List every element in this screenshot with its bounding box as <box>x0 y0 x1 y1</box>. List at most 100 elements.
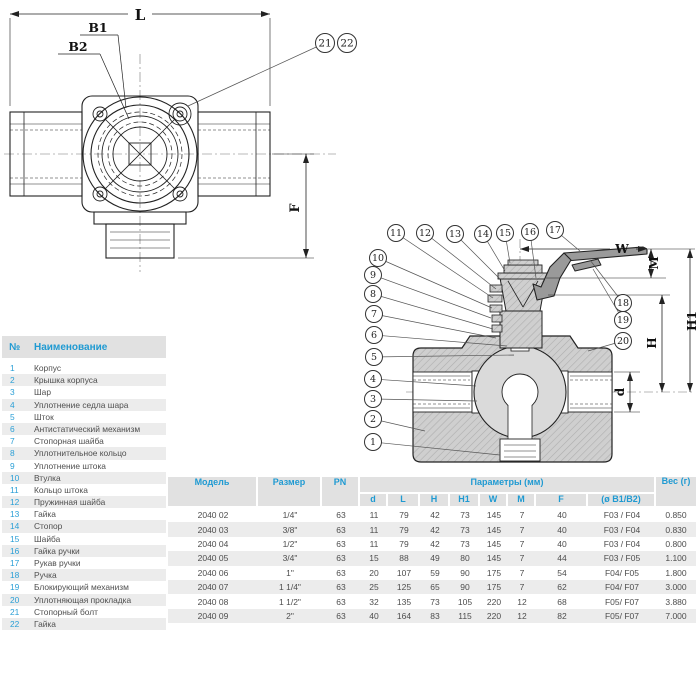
part-name: Гайка <box>34 509 56 520</box>
spec-cell: 105 <box>457 596 473 607</box>
svg-text:20: 20 <box>617 336 629 347</box>
callout-5: 5 <box>365 348 515 366</box>
part-name: Стопорный болт <box>34 606 98 617</box>
spec-cell: 135 <box>396 596 412 607</box>
spec-cell: 83 <box>430 610 440 621</box>
parts-row: 5 Шток <box>2 411 166 423</box>
parts-row: 21 Стопорный болт <box>2 606 166 618</box>
callout-14: 14 <box>474 225 506 272</box>
part-number: 14 <box>10 521 20 532</box>
part-number: 21 <box>10 606 20 617</box>
part-name: Стопор <box>34 521 63 532</box>
part-number: 22 <box>10 618 20 629</box>
spec-cell: 1.100 <box>665 553 687 564</box>
parts-row: 13 Гайка <box>2 508 166 520</box>
part-number: 11 <box>10 484 19 495</box>
part-name: Шток <box>34 411 54 422</box>
handle <box>532 246 648 301</box>
spec-cell: 54 <box>557 567 567 578</box>
parts-row: 20 Уплотняющая прокладка <box>2 593 166 606</box>
stem-assembly <box>487 259 549 349</box>
part-name: Уплотнение штока <box>34 460 106 471</box>
spec-cell: 12 <box>517 610 527 621</box>
svg-text:1: 1 <box>370 437 376 448</box>
spec-header-param-f: F <box>536 494 588 508</box>
parts-row: 11 Кольцо штока <box>2 484 166 496</box>
spec-cell: 7.000 <box>665 610 687 621</box>
callout-21: 21 <box>187 33 335 107</box>
parts-row: 16 Гайка ручки <box>2 544 166 557</box>
callout-20: 20 <box>587 332 632 352</box>
spec-cell: F05/ F07 <box>604 610 640 621</box>
centerlines <box>4 54 336 272</box>
dim-label-h: H <box>645 337 659 348</box>
part-name: Антистатический механизм <box>34 423 141 434</box>
spec-cell: 32 <box>369 596 379 607</box>
callout-13: 13 <box>446 225 501 280</box>
part-name: Крышка корпуса <box>34 375 98 386</box>
parts-row: 15 Шайба <box>2 533 166 545</box>
spec-row: 2040 07 1 1/4" 63 25 125 65 90 175 7 62 F04/ F07 3.… <box>168 579 696 595</box>
spec-cell: 63 <box>336 596 346 607</box>
spec-header-size: Размер <box>258 477 322 508</box>
spec-cell: 40 <box>557 524 567 535</box>
spec-cell: 145 <box>486 524 502 535</box>
spec-header-model: Модель <box>168 477 258 508</box>
part-name: Ручка <box>34 570 57 581</box>
part-name: Уплотняющая прокладка <box>34 594 132 605</box>
part-name: Пружинная шайба <box>34 497 106 508</box>
callout-19: 19 <box>592 268 632 329</box>
part-number: 13 <box>10 509 20 520</box>
callout-7: 7 <box>365 305 497 339</box>
svg-text:3: 3 <box>370 394 376 405</box>
spec-cell: 1/2" <box>282 538 298 549</box>
part-number: 16 <box>10 545 20 556</box>
spec-cell: 15 <box>369 553 379 564</box>
svg-text:4: 4 <box>370 374 376 385</box>
callout-8: 8 <box>364 285 494 330</box>
svg-text:11: 11 <box>390 228 402 239</box>
parts-row: 14 Стопор <box>2 520 166 533</box>
spec-cell: 79 <box>399 538 409 549</box>
spec-cell: 68 <box>557 596 567 607</box>
dim-label-f: F <box>288 203 303 213</box>
svg-text:13: 13 <box>449 229 461 240</box>
spec-cell: 25 <box>369 582 379 593</box>
spec-cell: 73 <box>460 510 470 521</box>
parts-row: 10 Втулка <box>2 471 166 484</box>
spec-header-pn: PN <box>322 477 360 508</box>
spec-header-param-h1: H1 <box>450 494 480 508</box>
parts-table-header: № Наименование <box>2 336 166 358</box>
spec-row: 2040 09 2" 63 40 164 83 115 220 12 82 F05/ F07 7.00… <box>168 608 696 624</box>
spec-header-param-w: W <box>480 494 508 508</box>
part-number: 12 <box>10 497 20 508</box>
callout-3: 3 <box>364 390 478 408</box>
dim-label-w: W <box>614 242 629 256</box>
spec-cell: 11 <box>369 538 379 549</box>
spec-cell: 63 <box>336 510 346 521</box>
callout-6: 6 <box>365 326 508 347</box>
spec-cell: 1/4" <box>282 510 298 521</box>
callout-1: 1 <box>364 433 501 456</box>
spec-cell: 42 <box>430 538 440 549</box>
svg-text:7: 7 <box>371 309 377 320</box>
spec-cell: 12 <box>517 596 527 607</box>
spec-table: Модель Размер PN Параметры (мм) Вес (г) … <box>168 477 696 624</box>
spec-header-params: Параметры (мм) <box>360 477 656 494</box>
spec-cell: 80 <box>460 553 470 564</box>
dim-length <box>9 11 271 106</box>
svg-text:12: 12 <box>419 228 431 239</box>
parts-header-number: № <box>9 341 21 353</box>
part-name: Корпус <box>34 363 62 373</box>
dim-label-m: M <box>647 256 661 269</box>
parts-row: 9 Уплотнение штока <box>2 460 166 472</box>
svg-text:8: 8 <box>370 289 376 300</box>
parts-row: 1 Корпус <box>2 362 166 374</box>
spec-cell: 7 <box>519 538 525 549</box>
spec-header-param-l: L <box>388 494 420 508</box>
svg-text:14: 14 <box>477 229 489 240</box>
spec-cell: 63 <box>336 553 346 564</box>
spec-cell: 2040 09 <box>197 610 229 621</box>
svg-text:22: 22 <box>340 38 353 50</box>
spec-cell: 79 <box>399 510 409 521</box>
